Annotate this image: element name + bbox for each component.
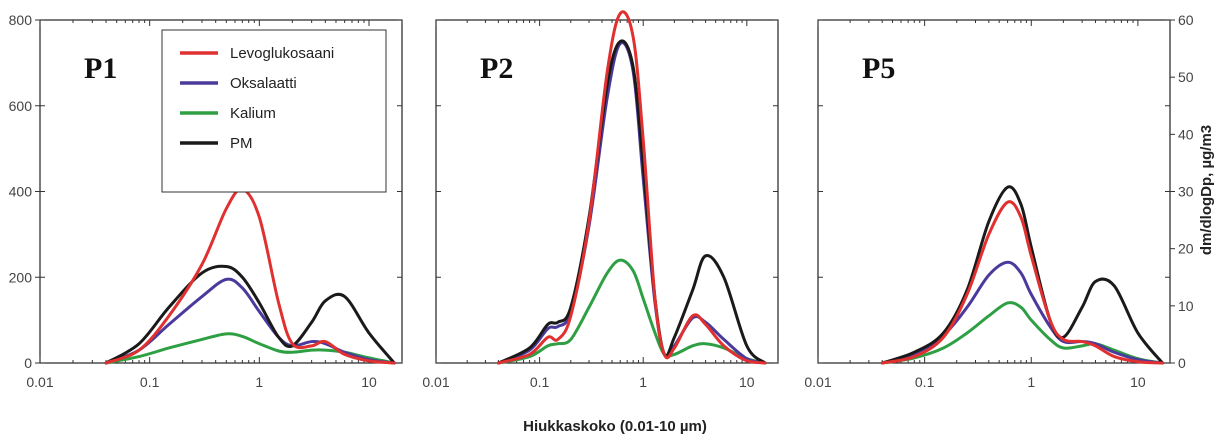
right-y-tick-label: 20 — [1178, 241, 1194, 257]
series-group — [496, 10, 767, 365]
x-tick-label: 1 — [639, 374, 647, 390]
x-tick-label: 10 — [1130, 374, 1146, 390]
series-group — [880, 185, 1164, 365]
left-y-tick-label: 200 — [9, 269, 33, 285]
right-y-axis-label: dm/dlogDp, µg/m3 — [1198, 125, 1215, 255]
legend: Levoglukosaani Oksalaatti Kalium PM — [161, 29, 387, 193]
series-line-levoglukosaani — [880, 200, 1164, 365]
panel-label: P5 — [862, 52, 895, 85]
x-tick-label: 10 — [739, 374, 755, 390]
x-tick-label: 0.1 — [530, 374, 550, 390]
x-minor-ticks — [39, 20, 403, 363]
series-line-pm — [496, 39, 767, 365]
series-line-levoglukosaani — [104, 187, 396, 365]
legend-label-pm: PM — [230, 135, 253, 152]
panel-p5: 0.01 0.1 1 10 P5 — [804, 19, 1171, 390]
legend-label-levoglukosaani: Levoglukosaani — [230, 45, 334, 62]
series-line-kalium — [496, 258, 767, 365]
right-y-axis: 0 10 20 30 40 50 60 — [1170, 12, 1194, 371]
x-axis-label: Hiukkaskoko (0.01-10 µm) — [523, 418, 707, 435]
series-line-oksalaatti — [496, 41, 767, 365]
x-tick-label: 0.01 — [26, 374, 53, 390]
panel-label: P2 — [480, 52, 513, 85]
right-y-tick-label: 40 — [1178, 126, 1194, 142]
x-tick-label: 0.1 — [915, 374, 935, 390]
legend-box — [161, 29, 387, 193]
series-group — [104, 187, 396, 365]
right-y-tick-label: 50 — [1178, 69, 1194, 85]
legend-label-oksalaatti: Oksalaatti — [230, 75, 297, 92]
left-y-tick-label: 400 — [9, 184, 33, 200]
left-y-axis: 0 200 400 600 800 — [9, 12, 40, 371]
left-y-tick-label: 0 — [24, 355, 32, 371]
panel-label: P1 — [84, 52, 117, 85]
series-line-pm — [104, 264, 396, 365]
series-line-oksalaatti — [104, 277, 396, 365]
right-y-tick-label: 10 — [1178, 298, 1194, 314]
series-line-pm — [880, 185, 1164, 365]
panel-p2: 0.01 0.1 1 10 P2 — [422, 10, 779, 390]
series-line-levoglukosaani — [496, 10, 767, 365]
left-y-tick-label: 800 — [9, 12, 33, 28]
x-tick-label: 1 — [1027, 374, 1035, 390]
x-tick-label: 0.1 — [140, 374, 160, 390]
panel-p1: 0.01 0.1 1 10 P1 — [26, 19, 403, 390]
x-tick-label: 0.01 — [804, 374, 831, 390]
left-y-tick-label: 600 — [9, 98, 33, 114]
series-line-kalium — [880, 301, 1164, 365]
right-y-tick-label: 60 — [1178, 12, 1194, 28]
right-y-tick-label: 30 — [1178, 184, 1194, 200]
panels: 0.01 0.1 1 10 P1 0.01 0.1 1 10 P2 0.01 0.1 1 10 P5 — [26, 10, 1171, 390]
x-tick-label: 1 — [255, 374, 263, 390]
legend-label-kalium: Kalium — [230, 105, 276, 122]
x-tick-label: 0.01 — [422, 374, 449, 390]
x-tick-label: 10 — [361, 374, 377, 390]
right-y-tick-label: 0 — [1178, 355, 1186, 371]
